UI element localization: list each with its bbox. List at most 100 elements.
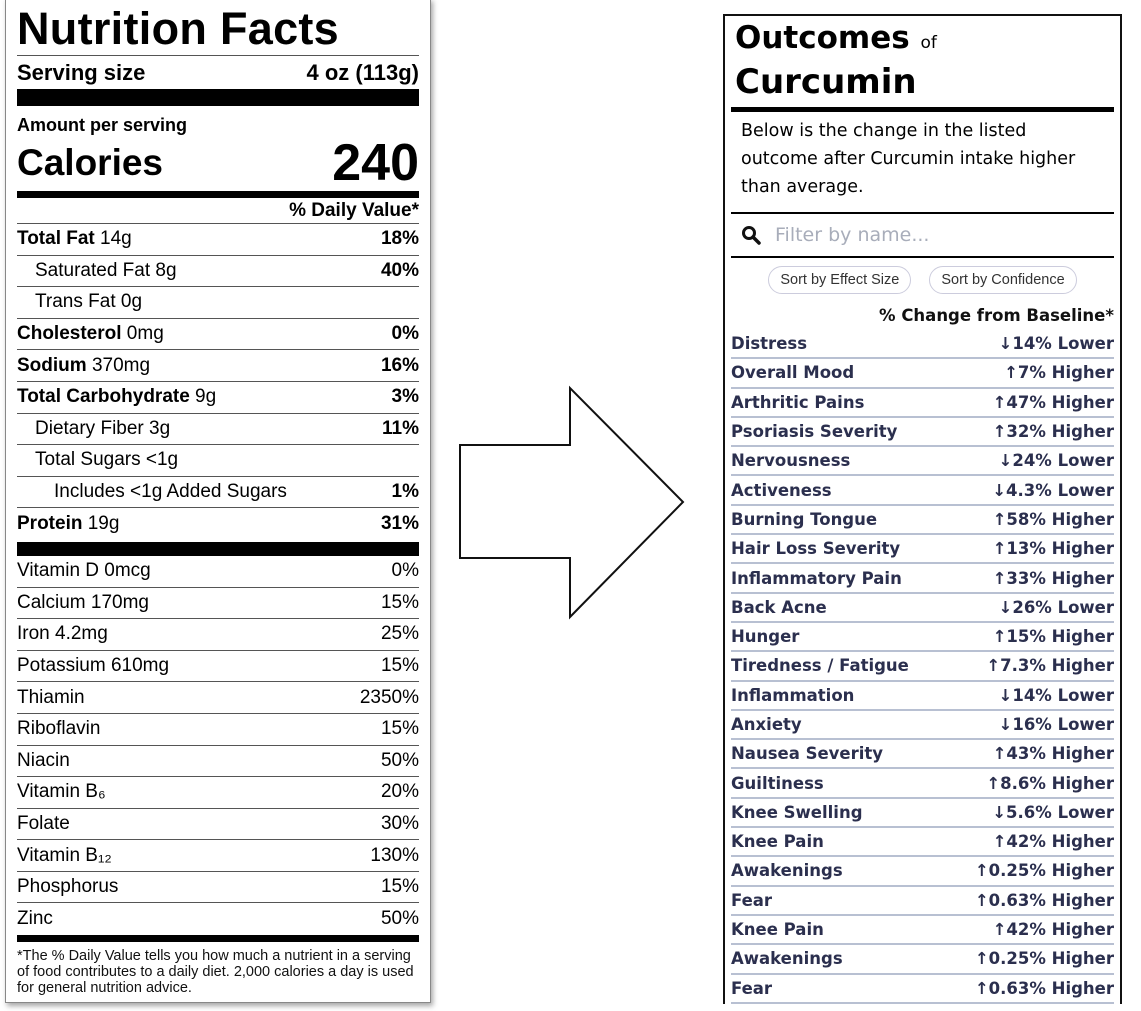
nutrient-row: Protein 19g 31% [17, 508, 419, 540]
outcome-change: ↓16% Lower [998, 715, 1114, 734]
outcome-row[interactable]: Overall Mood ↑7% Higher [731, 359, 1114, 389]
outcome-name: Hair Loss Severity [731, 539, 901, 559]
sort-effect-size-button[interactable]: Sort by Effect Size [768, 266, 912, 294]
outcome-change: ↑0.25% Higher [974, 949, 1114, 969]
vitamin-row: Zinc 50% [17, 903, 419, 935]
outcome-row[interactable]: Hunger ↑15% Higher [731, 623, 1114, 653]
outcome-row[interactable]: Awakenings ↑0.25% Higher [731, 857, 1114, 887]
vitamin-dv: 2350% [359, 686, 419, 708]
outcome-change: ↑15% Higher [992, 627, 1114, 647]
outcome-row[interactable]: Fear ↑0.63% Higher [731, 887, 1114, 916]
vitamin-row: Calcium 170mg 15% [17, 588, 419, 620]
outcome-change: ↑58% Higher [992, 509, 1114, 529]
outcome-row[interactable]: Inflammation ↓14% Lower [731, 682, 1114, 711]
divider [17, 89, 419, 106]
outcome-row[interactable]: Nausea Severity ↑43% Higher [731, 740, 1114, 770]
outcome-row[interactable]: Anxiety ↓16% Lower [731, 711, 1114, 741]
vitamin-row: Phosphorus 15% [17, 872, 419, 904]
outcome-row[interactable]: Inflammatory Pain ↑33% Higher [731, 564, 1114, 594]
outcomes-panel: Outcomes of Curcumin Below is the change… [723, 14, 1122, 1004]
vitamin-dv: 15% [380, 876, 419, 898]
divider [17, 541, 419, 556]
outcome-change: ↑7% Higher [1004, 363, 1114, 383]
title-of: of [920, 33, 937, 53]
outcome-change: ↑42% Higher [992, 920, 1114, 940]
outcome-row[interactable]: Fear ↑0.63% Higher [731, 975, 1114, 1004]
vitamin-label: Riboflavin [17, 718, 101, 740]
outcome-row[interactable]: Hair Loss Severity ↑13% Higher [731, 535, 1114, 565]
serving-label: Serving size [17, 59, 146, 85]
outcome-change: ↑42% Higher [992, 832, 1114, 852]
sort-confidence-button[interactable]: Sort by Confidence [929, 266, 1077, 294]
footnote: *The % Daily Value tells you how much a … [17, 948, 414, 997]
nutrient-dv: 1% [391, 481, 419, 503]
vitamin-label: Vitamin B₁₂ [17, 844, 112, 866]
serving-size-row: Serving size 4 oz (113g) [17, 56, 419, 89]
outcome-row[interactable]: Arthritic Pains ↑47% Higher [731, 389, 1114, 418]
vitamin-row: Thiamin 2350% [17, 682, 419, 714]
outcome-row[interactable]: Knee Pain ↑42% Higher [731, 916, 1114, 946]
outcome-row[interactable]: Awakenings ↑0.25% Higher [731, 945, 1114, 975]
vitamin-dv: 20% [380, 781, 419, 803]
amount-per-serving: Amount per serving [17, 115, 188, 135]
outcome-row[interactable]: Guiltiness ↑8.6% Higher [731, 769, 1114, 799]
nutrient-amount: 14g [94, 228, 132, 250]
outcome-row[interactable]: Activeness ↓4.3% Lower [731, 476, 1114, 506]
outcome-name: Knee Swelling [731, 802, 863, 822]
outcome-change: ↓5.6% Lower [992, 802, 1114, 822]
calories-value: 240 [332, 134, 419, 192]
nutrient-dv: 0% [391, 323, 419, 345]
right-arrow-icon [459, 385, 685, 620]
outcome-row[interactable]: Nervousness ↓24% Lower [731, 447, 1114, 477]
outcome-row[interactable]: Back Acne ↓26% Lower [731, 594, 1114, 623]
vitamin-dv: 15% [380, 591, 419, 613]
outcome-name: Fear [731, 890, 773, 910]
outcome-name: Fear [731, 978, 773, 998]
outcome-name: Nervousness [731, 451, 851, 471]
outcome-change: ↑0.63% Higher [974, 890, 1114, 910]
nutrient-row: Includes <1g Added Sugars 1% [17, 477, 419, 509]
outcome-name: Awakenings [731, 949, 843, 969]
description: Below is the change in the listed outcom… [741, 121, 1076, 197]
outcome-row[interactable]: Burning Tongue ↑58% Higher [731, 506, 1114, 536]
outcome-name: Activeness [731, 480, 832, 500]
subject-title: Curcumin [735, 62, 917, 102]
search-placeholder: Filter by name... [775, 224, 930, 246]
outcome-row[interactable]: Tiredness / Fatigue ↑7.3% Higher [731, 652, 1114, 682]
outcome-row[interactable]: Distress ↓14% Lower [731, 330, 1114, 360]
outcome-row[interactable]: Psoriasis Severity ↑32% Higher [731, 418, 1114, 448]
divider [731, 212, 1114, 214]
outcome-change: ↑8.6% Higher [986, 773, 1114, 793]
nutrient-name: Total Fat [17, 228, 95, 250]
outcome-name: Guiltiness [731, 773, 824, 793]
vitamin-label: Thiamin [17, 686, 85, 708]
outcome-name: Distress [731, 334, 808, 354]
vitamin-dv: 130% [370, 844, 419, 866]
nutrient-row: Total Sugars <1g [17, 445, 419, 477]
nutrient-dv: 11% [382, 417, 419, 439]
nutrient-label: Total Carbohydrate 9g [17, 386, 216, 408]
outcome-name: Inflammation [731, 685, 855, 705]
outcome-row[interactable]: Knee Swelling ↓5.6% Lower [731, 799, 1114, 829]
divider [17, 935, 419, 943]
vitamin-dv: 30% [380, 812, 419, 834]
vitamin-dv: 15% [380, 655, 419, 677]
nutrient-dv: 18% [380, 228, 419, 250]
outcome-name: Tiredness / Fatigue [731, 656, 909, 676]
calories-row: Calories 240 [17, 134, 419, 192]
vitamin-dv: 15% [380, 718, 419, 740]
vitamin-dv: 25% [380, 623, 419, 645]
nutrient-label: Trans Fat 0g [35, 291, 143, 313]
title-text: Outcomes [735, 20, 910, 56]
nutrient-row: Sodium 370mg 16% [17, 350, 419, 382]
nutrient-label: Sodium 370mg [17, 355, 150, 377]
nutrient-dv: 3% [391, 386, 419, 408]
nutrient-name: Cholesterol [17, 323, 122, 345]
outcome-change: ↑43% Higher [992, 744, 1114, 764]
vitamin-row: Folate 30% [17, 809, 419, 841]
search-input[interactable]: Filter by name... [731, 214, 1114, 256]
outcome-name: Knee Pain [731, 920, 824, 940]
vitamin-label: Vitamin D 0mcg [17, 560, 151, 582]
outcome-row[interactable]: Knee Pain ↑42% Higher [731, 828, 1114, 858]
serving-value: 4 oz (113g) [306, 59, 419, 85]
